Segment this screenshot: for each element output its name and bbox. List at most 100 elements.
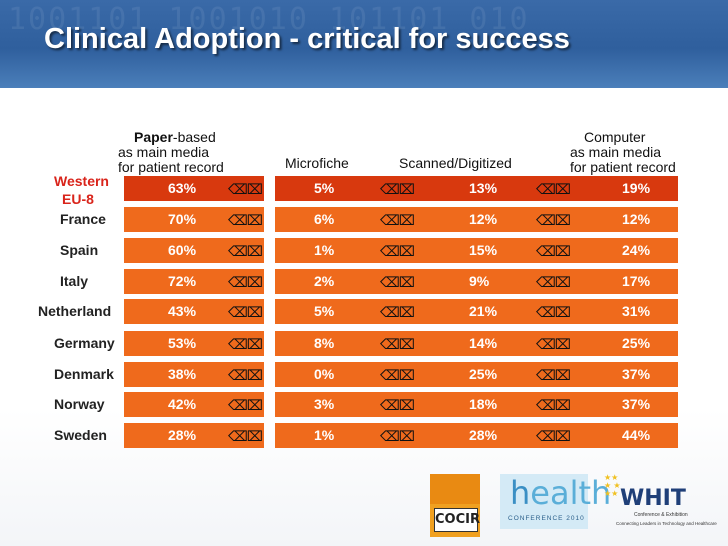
table-cell-bar: 42%: [124, 392, 264, 417]
table-cell-value: 63%: [168, 180, 197, 196]
table-cell-bar: 5%: [275, 299, 425, 324]
delete-box-icon: ⌫⌧: [380, 181, 415, 197]
table-cell-bar: 1%: [275, 238, 425, 263]
country-label: Sweden: [54, 427, 107, 443]
table-cell-value: 5%: [314, 180, 335, 196]
delete-box-icon: ⌫⌧: [228, 336, 263, 352]
table-cell-value: 60%: [168, 242, 197, 258]
whit-logo-name: WHIT: [620, 486, 686, 511]
table-cell-value: 18%: [469, 396, 498, 412]
table-cell-bar: 13%: [424, 176, 574, 201]
delete-box-icon: ⌫⌧: [380, 212, 415, 228]
table-cell-value: 70%: [168, 211, 197, 227]
table-cell-bar: 19%: [572, 176, 678, 201]
table-cell-bar: 53%: [124, 331, 264, 356]
table-cell-bar: 12%: [424, 207, 574, 232]
column-header-computer: Computer as main media for patient recor…: [570, 130, 676, 175]
country-label: Western EU-8: [54, 172, 109, 208]
table-cell-value: 9%: [469, 273, 490, 289]
column-header-scanned: Scanned/Digitized: [399, 155, 512, 171]
table-cell-value: 3%: [314, 396, 335, 412]
delete-box-icon: ⌫⌧: [536, 367, 571, 383]
column-header-microfiche: Microfiche: [285, 155, 349, 171]
table-cell-bar: 70%: [124, 207, 264, 232]
table-cell-bar: 5%: [275, 176, 425, 201]
table-cell-bar: 37%: [572, 392, 678, 417]
table-cell-bar: 0%: [275, 362, 425, 387]
table-cell-value: 37%: [622, 396, 651, 412]
country-label: Netherland: [38, 303, 112, 319]
column-header-paper-line2: as main media: [118, 144, 210, 160]
table-cell-bar: 24%: [572, 238, 678, 263]
delete-box-icon: ⌫⌧: [380, 304, 415, 320]
table-cell-bar: 25%: [572, 331, 678, 356]
table-cell-value: 12%: [622, 211, 651, 227]
table-cell-value: 5%: [314, 303, 335, 319]
delete-box-icon: ⌫⌧: [536, 274, 571, 290]
table-cell-value: 19%: [622, 180, 651, 196]
delete-box-icon: ⌫⌧: [380, 428, 415, 444]
cocir-logo: COCIR: [430, 474, 480, 537]
table-cell-bar: 1%: [275, 423, 425, 448]
column-header-paper-rest: -based: [172, 129, 216, 145]
table-cell-value: 1%: [314, 427, 335, 443]
whit-logo-sub1: Conference & Exhibition: [634, 512, 688, 518]
table-cell-value: 17%: [622, 273, 651, 289]
health-logo-h: h: [510, 474, 531, 512]
delete-box-icon: ⌫⌧: [228, 428, 263, 444]
table-cell-value: 72%: [168, 273, 197, 289]
delete-box-icon: ⌫⌧: [536, 428, 571, 444]
table-cell-value: 12%: [469, 211, 498, 227]
table-cell-value: 42%: [168, 396, 197, 412]
table-cell-bar: 2%: [275, 269, 425, 294]
whit-logo-sub2: Connecting Leaders in Technology and Hea…: [616, 521, 717, 526]
column-header-computer-line2: as main media: [570, 144, 662, 160]
table-cell-value: 44%: [622, 427, 651, 443]
country-label: Denmark: [54, 366, 114, 382]
country-label: France: [60, 211, 106, 227]
table-cell-value: 53%: [168, 335, 197, 351]
country-label: Norway: [54, 396, 105, 412]
table-cell-bar: 72%: [124, 269, 264, 294]
slide-title: Clinical Adoption - critical for success: [44, 23, 570, 55]
table-cell-bar: 9%: [424, 269, 574, 294]
table-cell-bar: 63%: [124, 176, 264, 201]
title-banner: 1001101 1001010 101101 010 Clinical Adop…: [0, 0, 728, 88]
table-cell-value: 13%: [469, 180, 498, 196]
country-label-line2: EU-8: [62, 191, 94, 207]
delete-box-icon: ⌫⌧: [228, 181, 263, 197]
table-cell-bar: 18%: [424, 392, 574, 417]
column-header-paper-line3: for patient record: [118, 159, 224, 175]
table-cell-value: 25%: [469, 366, 498, 382]
delete-box-icon: ⌫⌧: [228, 212, 263, 228]
delete-box-icon: ⌫⌧: [536, 397, 571, 413]
table-cell-bar: 21%: [424, 299, 574, 324]
table-cell-value: 15%: [469, 242, 498, 258]
health-logo-sub: CONFERENCE 2010: [508, 515, 585, 522]
delete-box-icon: ⌫⌧: [228, 243, 263, 259]
country-label: Germany: [54, 335, 115, 351]
delete-box-icon: ⌫⌧: [380, 274, 415, 290]
eu-stars-icon: ★★ ★ ★ ★★: [604, 473, 621, 498]
table-cell-value: 28%: [168, 427, 197, 443]
table-cell-bar: 38%: [124, 362, 264, 387]
column-header-paper: Paper-based as main media for patient re…: [118, 130, 224, 175]
country-label: Italy: [60, 273, 89, 289]
delete-box-icon: ⌫⌧: [228, 274, 263, 290]
table-cell-value: 8%: [314, 335, 335, 351]
column-header-computer-line3: for patient record: [570, 159, 676, 175]
table-cell-value: 24%: [622, 242, 651, 258]
delete-box-icon: ⌫⌧: [380, 397, 415, 413]
delete-box-icon: ⌫⌧: [380, 367, 415, 383]
delete-box-icon: ⌫⌧: [536, 212, 571, 228]
country-label-line1: Western: [54, 173, 109, 189]
table-cell-bar: 25%: [424, 362, 574, 387]
cocir-logo-text: COCIR: [435, 512, 480, 527]
table-cell-value: 21%: [469, 303, 498, 319]
health-logo-rest: ealth: [530, 474, 612, 512]
country-label: Spain: [60, 242, 99, 258]
table-cell-bar: 60%: [124, 238, 264, 263]
column-header-computer-line1: Computer: [584, 129, 646, 145]
table-cell-value: 28%: [469, 427, 498, 443]
delete-box-icon: ⌫⌧: [536, 243, 571, 259]
